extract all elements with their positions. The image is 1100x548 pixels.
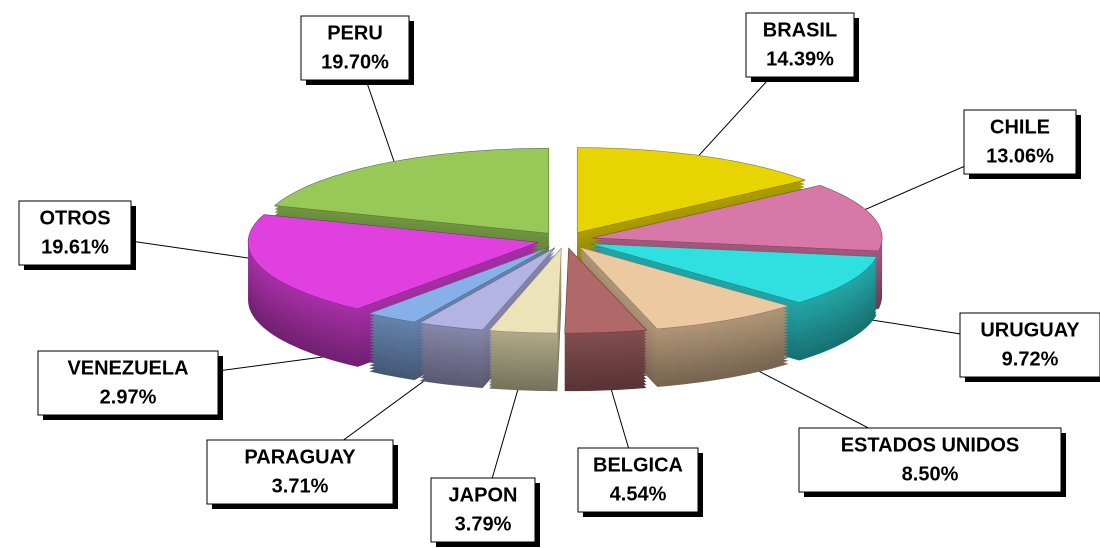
label-box xyxy=(430,477,536,543)
category-label: URUGUAY xyxy=(980,319,1080,341)
label-box xyxy=(963,109,1077,175)
category-label: BRASIL xyxy=(763,19,837,41)
label-box xyxy=(959,312,1100,378)
label-box xyxy=(577,447,699,513)
value-label: 9.72% xyxy=(1002,348,1059,370)
slice xyxy=(564,247,648,392)
category-label: VENEZUELA xyxy=(67,357,188,379)
value-label: 13.06% xyxy=(986,145,1054,167)
category-label: CHILE xyxy=(990,116,1050,138)
value-label: 3.71% xyxy=(272,475,329,497)
slice-top xyxy=(488,247,562,334)
slice-top xyxy=(578,246,790,330)
value-label: 2.97% xyxy=(100,386,157,408)
category-label: JAPON xyxy=(449,484,518,506)
value-label: 8.50% xyxy=(902,463,959,485)
slice-top xyxy=(418,247,556,331)
label-box xyxy=(745,12,855,78)
label-box xyxy=(37,350,219,416)
label-box xyxy=(798,427,1062,493)
value-label: 4.54% xyxy=(610,483,667,505)
label-box xyxy=(300,15,410,81)
slice-top xyxy=(247,214,539,310)
category-label: BELGICA xyxy=(593,454,683,476)
category-label: PARAGUAY xyxy=(244,446,356,468)
label-box xyxy=(18,200,132,266)
value-label: 14.39% xyxy=(766,48,834,70)
slice-top xyxy=(590,243,878,303)
value-label: 19.70% xyxy=(321,51,389,73)
category-label: OTROS xyxy=(39,207,110,229)
value-label: 19.61% xyxy=(41,236,109,258)
slice xyxy=(488,247,562,392)
slice-top xyxy=(368,246,550,323)
category-label: ESTADOS UNIDOS xyxy=(841,434,1020,456)
label-box xyxy=(206,439,394,505)
slice-top xyxy=(592,185,883,252)
value-label: 3.79% xyxy=(455,513,512,535)
slice-top xyxy=(576,147,807,233)
category-label: PERU xyxy=(327,22,383,44)
slice-top xyxy=(564,247,648,334)
slice-top xyxy=(273,148,550,234)
